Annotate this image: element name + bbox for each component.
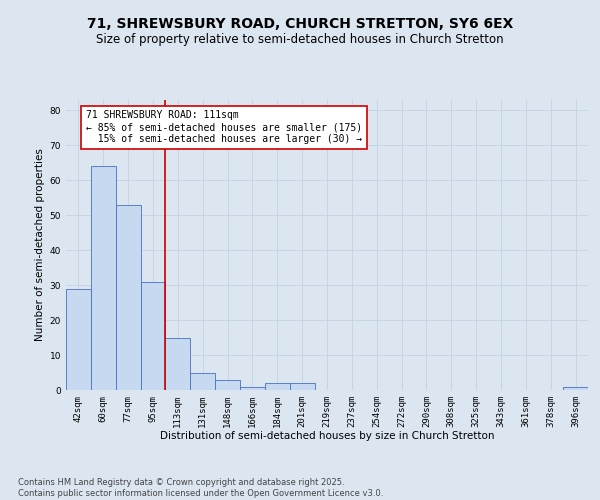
Bar (140, 282, 166, 390)
Y-axis label: Number of semi-detached properties: Number of semi-detached properties (35, 148, 46, 342)
Text: Contains HM Land Registry data © Crown copyright and database right 2025.
Contai: Contains HM Land Registry data © Crown c… (18, 478, 383, 498)
Text: 71 SHREWSBURY ROAD: 111sqm
← 85% of semi-detached houses are smaller (175)
  15%: 71 SHREWSBURY ROAD: 111sqm ← 85% of semi… (86, 110, 362, 144)
Bar (66, 288, 91, 390)
Bar (240, 386, 265, 390)
Bar (563, 386, 588, 390)
Bar (91, 166, 116, 390)
X-axis label: Distribution of semi-detached houses by size in Church Stretton: Distribution of semi-detached houses by … (160, 432, 494, 442)
Bar (190, 372, 215, 390)
Bar (116, 205, 140, 390)
Text: Size of property relative to semi-detached houses in Church Stretton: Size of property relative to semi-detach… (96, 32, 504, 46)
Bar (290, 383, 314, 390)
Text: 71, SHREWSBURY ROAD, CHURCH STRETTON, SY6 6EX: 71, SHREWSBURY ROAD, CHURCH STRETTON, SY… (87, 18, 513, 32)
Bar (265, 383, 290, 390)
Bar (215, 380, 240, 390)
Bar (166, 338, 190, 390)
